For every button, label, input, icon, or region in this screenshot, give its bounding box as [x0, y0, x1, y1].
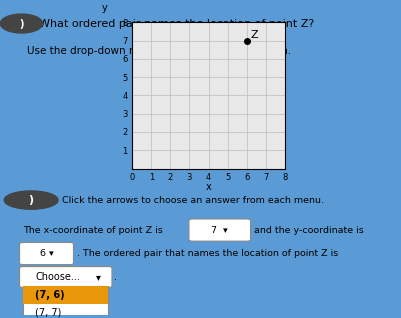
Text: Use the drop-down menus to answer the question.: Use the drop-down menus to answer the qu…: [27, 46, 292, 56]
FancyBboxPatch shape: [20, 266, 112, 287]
Circle shape: [4, 191, 58, 209]
Text: What ordered pair names the location of point Z?: What ordered pair names the location of …: [39, 18, 314, 29]
FancyBboxPatch shape: [20, 242, 73, 265]
Bar: [23, 286, 108, 318]
Text: Z: Z: [250, 30, 258, 40]
Y-axis label: y: y: [102, 3, 108, 13]
Text: Choose...: Choose...: [36, 272, 81, 282]
Text: . The ordered pair that names the location of point Z is: . The ordered pair that names the locati…: [77, 249, 338, 258]
Text: The x-coordinate of point Z is: The x-coordinate of point Z is: [23, 225, 163, 235]
Text: 7  ▾: 7 ▾: [211, 225, 228, 235]
Circle shape: [0, 14, 43, 33]
Text: 6 ▾: 6 ▾: [40, 249, 53, 258]
Bar: [23, 286, 108, 304]
Text: ▾: ▾: [96, 272, 101, 282]
Text: Click the arrows to choose an answer from each menu.: Click the arrows to choose an answer fro…: [62, 196, 324, 204]
Text: and the y-coordinate is: and the y-coordinate is: [254, 225, 364, 235]
Text: .: .: [114, 273, 117, 281]
Text: (7, 6): (7, 6): [35, 290, 65, 300]
Text: ): ): [19, 18, 24, 29]
Text: (7, 7): (7, 7): [35, 308, 61, 318]
Text: ): ): [28, 195, 34, 205]
FancyBboxPatch shape: [189, 219, 251, 241]
X-axis label: x: x: [206, 183, 211, 192]
